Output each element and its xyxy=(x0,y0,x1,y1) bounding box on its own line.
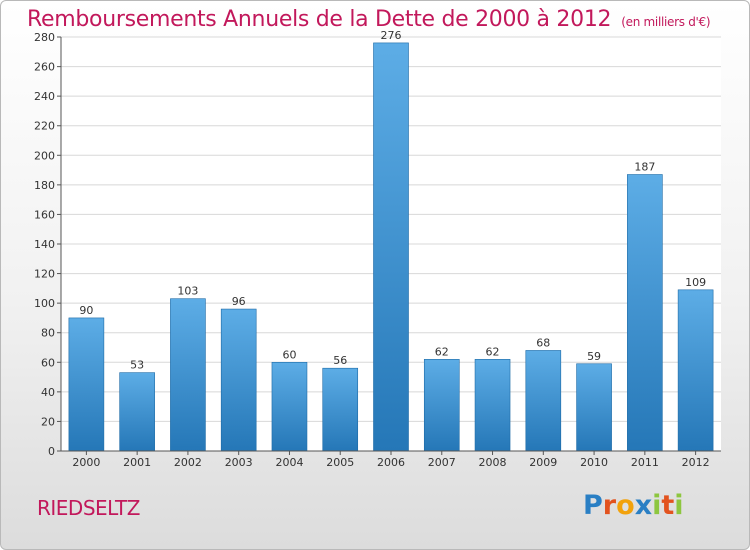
bar-2008 xyxy=(474,359,511,452)
bars xyxy=(68,42,714,452)
y-tick-label: 240 xyxy=(34,90,55,103)
x-tick-label: 2001 xyxy=(123,456,151,469)
bar-2003 xyxy=(220,308,257,452)
y-tick-label: 160 xyxy=(34,208,55,221)
logo-letter: r xyxy=(602,490,617,521)
logo-letter: t xyxy=(661,490,675,521)
x-tick-label: 2000 xyxy=(72,456,100,469)
bar-2011 xyxy=(627,174,663,452)
bar-2000 xyxy=(68,317,105,452)
y-tick-label: 20 xyxy=(41,415,55,428)
x-tick-label: 2011 xyxy=(631,456,659,469)
x-tick-label: 2010 xyxy=(580,456,608,469)
y-tick-label: 140 xyxy=(34,238,55,251)
y-tick-label: 120 xyxy=(34,268,55,281)
y-tick-label: 60 xyxy=(41,356,55,369)
data-label-2006: 276 xyxy=(381,29,402,42)
y-axis: 0 20 40 60 80 100 120 140 160 180 200 220 240 260 280 xyxy=(34,31,62,458)
y-tick-label: 100 xyxy=(34,297,55,310)
x-axis: 2000 2001 2002 2003 2004 2005 2006 2007 2008 2009… xyxy=(61,450,721,469)
data-label-2002: 103 xyxy=(177,285,198,298)
x-tick-label: 2009 xyxy=(529,456,557,469)
x-tick-label: 2006 xyxy=(377,456,405,469)
data-label-2010: 59 xyxy=(587,350,601,363)
bar-2004 xyxy=(271,361,308,452)
bar-2009 xyxy=(525,350,562,452)
logo-letter: i xyxy=(674,490,684,521)
bar-2001 xyxy=(119,372,155,452)
logo-letter: x xyxy=(634,490,653,521)
data-label-2005: 56 xyxy=(333,354,347,367)
data-labels: 90 53 103 96 60 56 276 62 62 68 59 187 109 xyxy=(79,29,706,372)
x-tick-label: 2003 xyxy=(225,456,253,469)
y-tick-label: 180 xyxy=(34,179,55,192)
bar-2006 xyxy=(373,42,409,452)
bar-2005 xyxy=(322,367,359,452)
x-tick-label: 2005 xyxy=(326,456,354,469)
y-tick-label: 200 xyxy=(34,149,55,162)
data-label-2008: 62 xyxy=(486,345,500,358)
bar-2002 xyxy=(170,298,206,452)
logo-letter: o xyxy=(616,490,635,521)
data-label-2000: 90 xyxy=(79,304,93,317)
data-label-2011: 187 xyxy=(634,161,655,174)
data-label-2001: 53 xyxy=(130,359,144,372)
data-label-2009: 68 xyxy=(536,336,550,349)
chart-subtitle: (en milliers d'€) xyxy=(621,15,711,29)
y-tick-label: 40 xyxy=(41,386,55,399)
logo-letter: i xyxy=(652,490,662,521)
x-tick-label: 2004 xyxy=(275,456,303,469)
x-tick-label: 2007 xyxy=(428,456,456,469)
data-label-2004: 60 xyxy=(282,348,296,361)
x-tick-label: 2012 xyxy=(682,456,710,469)
proxiti-logo[interactable]: Proxiti xyxy=(583,490,684,521)
town-name: RIEDSELTZ xyxy=(37,496,140,520)
x-tick-label: 2002 xyxy=(174,456,202,469)
bar-2010 xyxy=(576,363,612,452)
bar-2007 xyxy=(423,359,460,452)
logo-letter: P xyxy=(583,490,603,521)
data-label-2012: 109 xyxy=(685,276,706,289)
bar-2012 xyxy=(677,289,714,452)
y-tick-label: 220 xyxy=(34,120,55,133)
y-tick-label: 80 xyxy=(41,327,55,340)
y-tick-label: 280 xyxy=(34,31,55,44)
chart-title: Remboursements Annuels de la Dette de 20… xyxy=(27,7,711,32)
y-tick-label: 0 xyxy=(48,445,55,458)
x-tick-label: 2008 xyxy=(479,456,507,469)
y-tick-label: 260 xyxy=(34,61,55,74)
chart-title-text: Remboursements Annuels de la Dette de 20… xyxy=(27,7,612,32)
data-label-2007: 62 xyxy=(435,345,449,358)
data-label-2003: 96 xyxy=(232,295,246,308)
